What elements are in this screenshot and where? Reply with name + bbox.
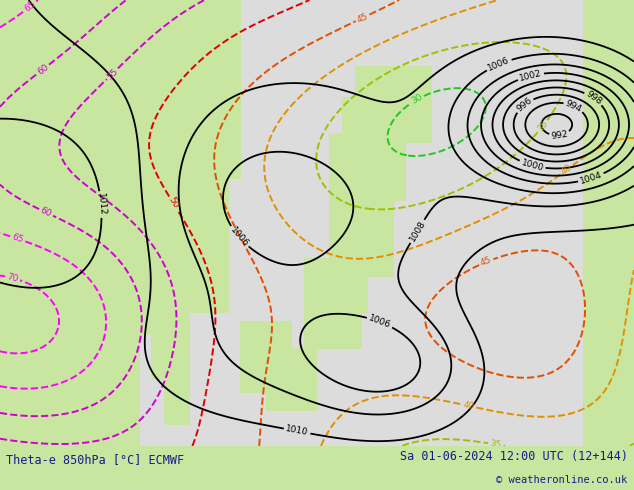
Text: 1006: 1006 xyxy=(368,314,392,330)
Text: 1012: 1012 xyxy=(96,193,107,216)
Text: 1008: 1008 xyxy=(408,219,427,244)
Text: Theta-e 850hPa [°C] ECMWF: Theta-e 850hPa [°C] ECMWF xyxy=(6,454,184,466)
Text: 994: 994 xyxy=(564,98,583,114)
Text: 65: 65 xyxy=(23,0,37,13)
Text: 65: 65 xyxy=(11,233,24,245)
Text: 50: 50 xyxy=(166,196,180,210)
Text: 1000: 1000 xyxy=(520,158,545,173)
Text: 60: 60 xyxy=(36,62,50,76)
Text: 30: 30 xyxy=(410,93,424,106)
Text: 40: 40 xyxy=(559,163,574,177)
Text: 45: 45 xyxy=(479,256,493,269)
Text: 1004: 1004 xyxy=(579,171,604,186)
Text: © weatheronline.co.uk: © weatheronline.co.uk xyxy=(496,475,628,485)
Text: 60: 60 xyxy=(39,206,53,219)
Text: 35: 35 xyxy=(489,439,502,450)
Text: 1006: 1006 xyxy=(487,56,511,73)
Text: 45: 45 xyxy=(356,11,370,24)
Text: 998: 998 xyxy=(584,90,603,107)
Text: 55: 55 xyxy=(105,67,120,81)
Text: Sa 01-06-2024 12:00 UTC (12+144): Sa 01-06-2024 12:00 UTC (12+144) xyxy=(399,450,628,464)
Text: 40: 40 xyxy=(462,400,476,412)
Text: 1006: 1006 xyxy=(228,225,250,248)
Text: 1010: 1010 xyxy=(285,424,309,438)
Text: 996: 996 xyxy=(515,96,534,114)
Text: 1002: 1002 xyxy=(519,69,543,83)
Text: 35: 35 xyxy=(536,119,550,134)
Text: 992: 992 xyxy=(550,129,569,141)
Text: 70: 70 xyxy=(6,272,20,284)
